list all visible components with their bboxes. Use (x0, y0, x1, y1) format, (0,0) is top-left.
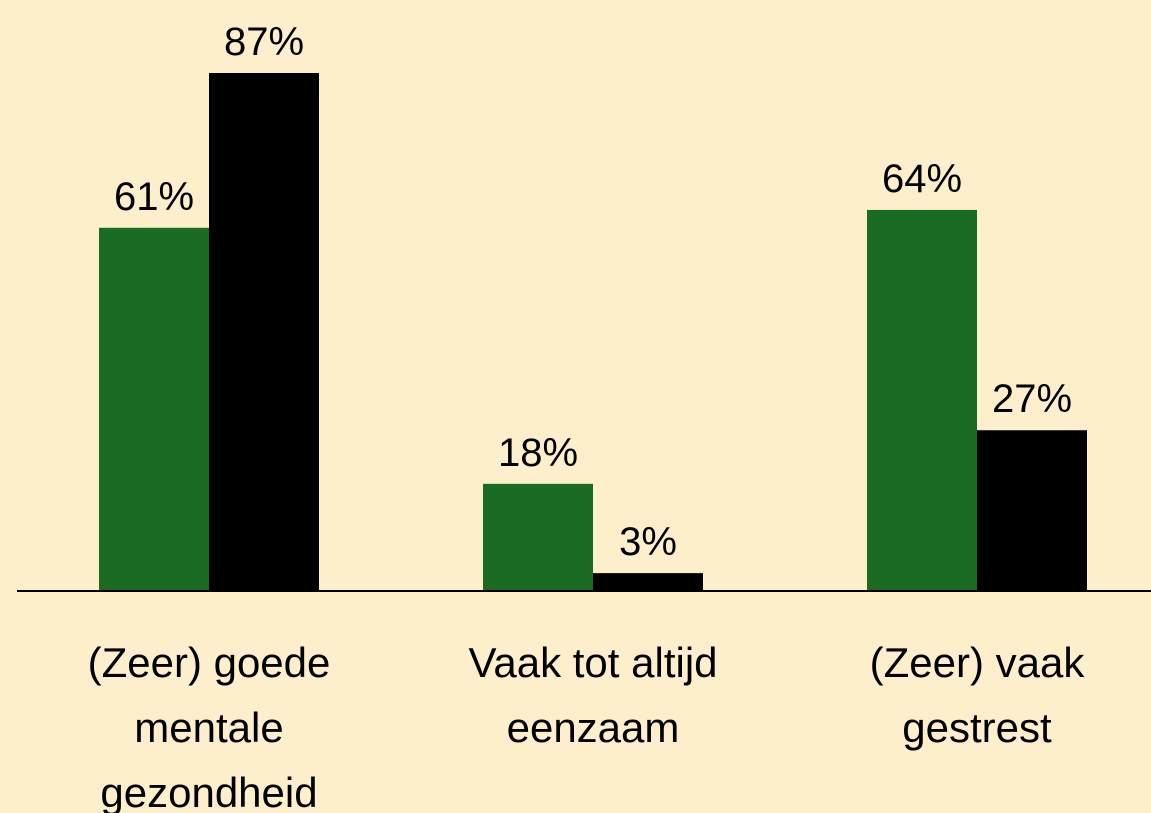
bar (483, 483, 593, 591)
x-tick-label: gezondheid (100, 769, 317, 813)
x-tick-label: eenzaam (507, 704, 680, 751)
value-label: 64% (882, 157, 962, 201)
value-label: 3% (619, 520, 677, 564)
bar (209, 73, 319, 591)
value-label: 61% (114, 175, 194, 219)
value-label: 87% (224, 20, 304, 64)
bar (593, 573, 703, 591)
x-tick-label: (Zeer) goede (88, 639, 331, 686)
bar (977, 430, 1087, 591)
x-tick-label: Vaak tot altijd (468, 639, 717, 686)
value-label: 27% (992, 377, 1072, 421)
bar (99, 227, 209, 591)
x-tick-label: gestrest (902, 704, 1052, 751)
x-tick-label: (Zeer) vaak (870, 639, 1086, 686)
value-label: 18% (498, 431, 578, 475)
x-tick-label: mentale (134, 704, 283, 751)
bar (867, 209, 977, 591)
